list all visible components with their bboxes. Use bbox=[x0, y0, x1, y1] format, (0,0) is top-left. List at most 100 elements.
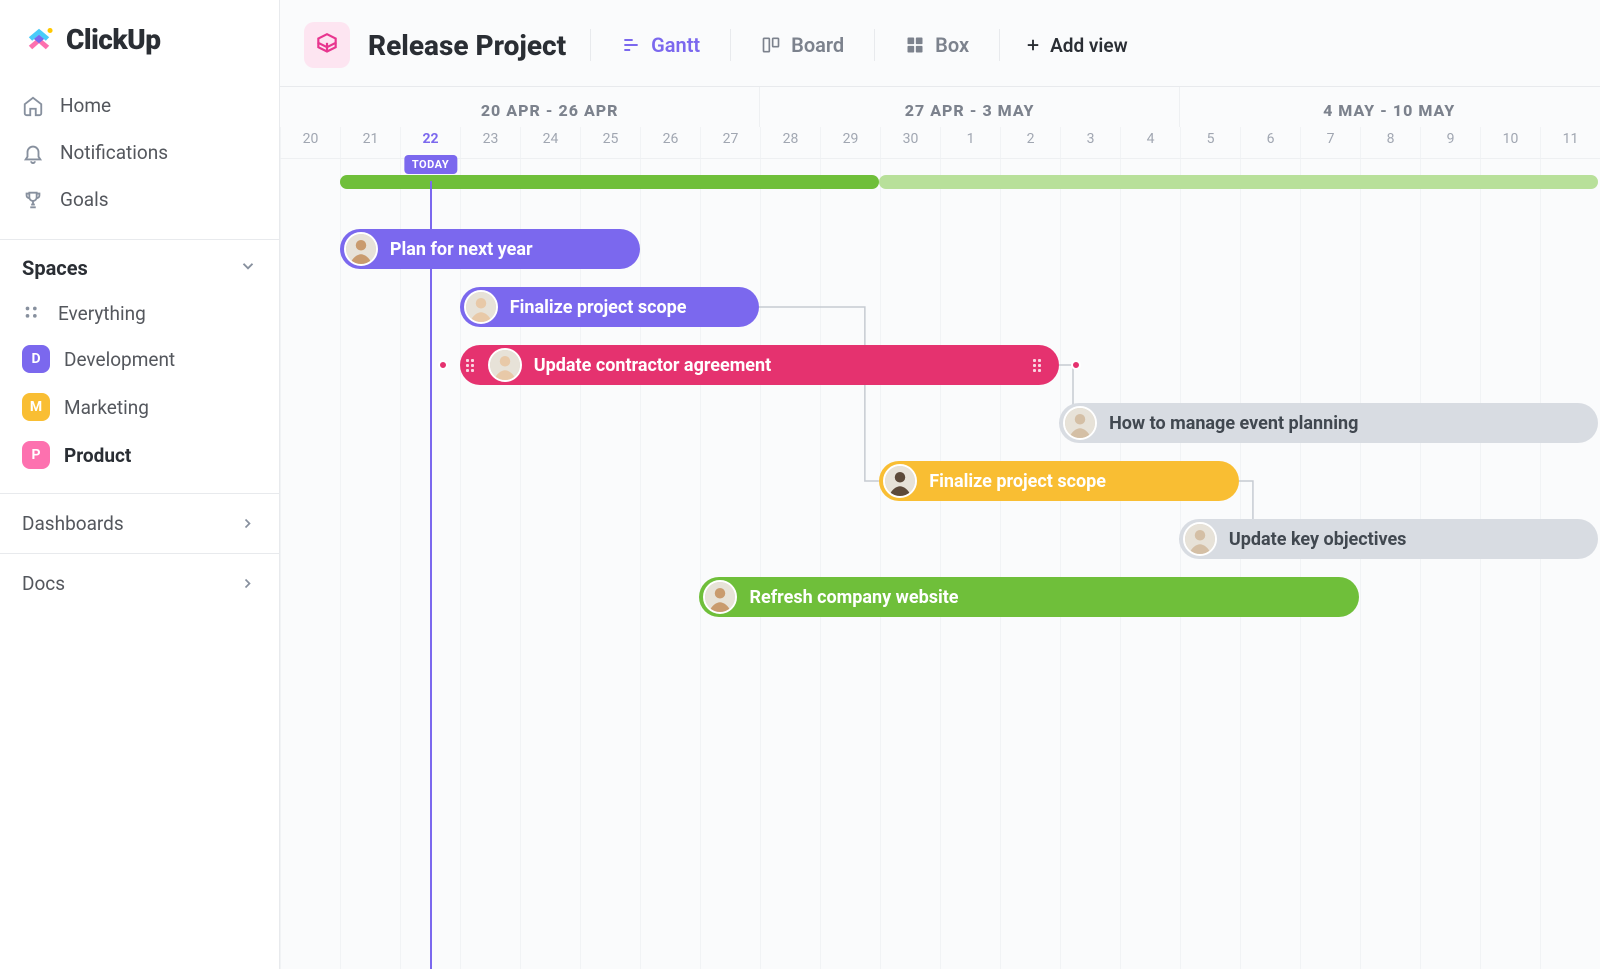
gantt-task-bar[interactable]: Update contractor agreement bbox=[460, 345, 1059, 385]
nav-notifications[interactable]: Notifications bbox=[0, 129, 279, 176]
day-column[interactable]: 7 bbox=[1300, 127, 1360, 158]
assignee-avatar[interactable] bbox=[1183, 522, 1217, 556]
sidebar: ClickUp Home Notifications Goals bbox=[0, 0, 280, 969]
day-column[interactable]: 27 bbox=[700, 127, 760, 158]
nav-goals[interactable]: Goals bbox=[0, 176, 279, 223]
grid-column bbox=[1240, 159, 1300, 969]
day-column[interactable]: 1 bbox=[940, 127, 1000, 158]
board-icon bbox=[761, 35, 781, 55]
grid-column bbox=[1540, 159, 1600, 969]
day-column[interactable]: 9 bbox=[1420, 127, 1480, 158]
gantt-task-bar[interactable]: Refresh company website bbox=[699, 577, 1358, 617]
view-board-label: Board bbox=[791, 33, 844, 57]
space-badge: M bbox=[22, 393, 50, 421]
add-view-button[interactable]: Add view bbox=[1024, 34, 1128, 57]
spaces-title: Spaces bbox=[22, 256, 88, 280]
docs-label: Docs bbox=[22, 572, 65, 595]
overall-progress-remaining bbox=[879, 175, 1598, 189]
bell-icon bbox=[22, 142, 44, 164]
today-line bbox=[430, 181, 432, 969]
day-column[interactable]: 21 bbox=[340, 127, 400, 158]
day-column[interactable]: 2 bbox=[1000, 127, 1060, 158]
sidebar-dashboards[interactable]: Dashboards bbox=[0, 493, 279, 553]
gantt-task-bar[interactable]: How to manage event planning bbox=[1059, 403, 1598, 443]
gantt-task-bar[interactable]: Finalize project scope bbox=[879, 461, 1239, 501]
drag-handle-icon[interactable] bbox=[1031, 359, 1043, 372]
sidebar-space-item[interactable]: DDevelopment bbox=[0, 335, 279, 383]
gantt-task-bar[interactable]: Finalize project scope bbox=[460, 287, 760, 327]
view-box-label: Box bbox=[935, 33, 969, 57]
day-column[interactable]: 3 bbox=[1060, 127, 1120, 158]
assignee-avatar[interactable] bbox=[703, 580, 737, 614]
sidebar-everything[interactable]: Everything bbox=[0, 292, 279, 335]
grid-column bbox=[1420, 159, 1480, 969]
grid-column bbox=[1060, 159, 1120, 969]
project-icon[interactable] bbox=[304, 22, 350, 68]
sidebar-space-item[interactable]: M Marketing bbox=[0, 383, 279, 431]
dependency-line bbox=[755, 303, 887, 485]
grid-column bbox=[820, 159, 880, 969]
main: Release Project Gantt Board Box Add view bbox=[280, 0, 1600, 969]
task-label: Update key objectives bbox=[1229, 529, 1407, 550]
resize-handle-icon[interactable] bbox=[438, 360, 448, 370]
week-label: 4 MAY - 10 MAY bbox=[1179, 87, 1598, 127]
add-view-label: Add view bbox=[1050, 34, 1128, 57]
assignee-avatar[interactable] bbox=[464, 290, 498, 324]
day-column[interactable]: 5 bbox=[1180, 127, 1240, 158]
day-column[interactable]: 8 bbox=[1360, 127, 1420, 158]
grid-column bbox=[1180, 159, 1240, 969]
task-label: Plan for next year bbox=[390, 239, 533, 260]
drag-handle-icon[interactable] bbox=[464, 359, 476, 372]
gantt-task-bar[interactable]: Plan for next year bbox=[340, 229, 640, 269]
week-label: 27 APR - 3 MAY bbox=[759, 87, 1178, 127]
project-title: Release Project bbox=[368, 29, 566, 62]
day-column[interactable]: 11 bbox=[1540, 127, 1600, 158]
day-column[interactable]: 23 bbox=[460, 127, 520, 158]
today-marker: TODAY bbox=[404, 155, 457, 174]
space-label: Marketing bbox=[64, 396, 149, 419]
grid-column bbox=[460, 159, 520, 969]
view-tab-gantt[interactable]: Gantt bbox=[615, 29, 706, 61]
trophy-icon bbox=[22, 189, 44, 211]
spaces-header[interactable]: Spaces bbox=[0, 239, 279, 292]
nav-home[interactable]: Home bbox=[0, 82, 279, 129]
task-label: Finalize project scope bbox=[510, 297, 687, 318]
grid-column bbox=[1360, 159, 1420, 969]
gantt-task-bar[interactable]: Update key objectives bbox=[1179, 519, 1598, 559]
day-column[interactable]: 24 bbox=[520, 127, 580, 158]
resize-handle-icon[interactable] bbox=[1071, 360, 1081, 370]
space-badge: P bbox=[22, 441, 50, 469]
week-label: 20 APR - 26 APR bbox=[340, 87, 759, 127]
spaces-list: DDevelopment M Marketing PProduct bbox=[0, 335, 279, 479]
day-column[interactable]: 25 bbox=[580, 127, 640, 158]
view-tab-box[interactable]: Box bbox=[899, 29, 975, 61]
day-column[interactable]: 20 bbox=[280, 127, 340, 158]
sidebar-docs[interactable]: Docs bbox=[0, 553, 279, 613]
brand[interactable]: ClickUp bbox=[0, 0, 279, 78]
day-column[interactable]: 29 bbox=[820, 127, 880, 158]
day-column[interactable]: 30 bbox=[880, 127, 940, 158]
day-column[interactable]: 28 bbox=[760, 127, 820, 158]
home-icon bbox=[22, 95, 44, 117]
view-tab-board[interactable]: Board bbox=[755, 29, 850, 61]
divider bbox=[590, 29, 591, 61]
day-column[interactable]: 26 bbox=[640, 127, 700, 158]
day-column[interactable]: 22TODAY bbox=[400, 127, 460, 158]
sidebar-space-item[interactable]: PProduct bbox=[0, 431, 279, 479]
day-column[interactable]: 6 bbox=[1240, 127, 1300, 158]
everything-icon bbox=[22, 303, 44, 325]
assignee-avatar[interactable] bbox=[488, 348, 522, 382]
day-column[interactable]: 10 bbox=[1480, 127, 1540, 158]
box-icon bbox=[905, 35, 925, 55]
dashboards-label: Dashboards bbox=[22, 512, 124, 535]
assignee-avatar[interactable] bbox=[1063, 406, 1097, 440]
gantt-chart[interactable]: Plan for next year Finalize project scope… bbox=[280, 159, 1600, 969]
assignee-avatar[interactable] bbox=[344, 232, 378, 266]
grid-column bbox=[940, 159, 1000, 969]
day-column[interactable]: 4 bbox=[1120, 127, 1180, 158]
overall-progress-complete bbox=[340, 175, 879, 189]
app-root: ClickUp Home Notifications Goals bbox=[0, 0, 1600, 969]
assignee-avatar[interactable] bbox=[883, 464, 917, 498]
grid-column bbox=[340, 159, 400, 969]
grid-column bbox=[280, 159, 340, 969]
